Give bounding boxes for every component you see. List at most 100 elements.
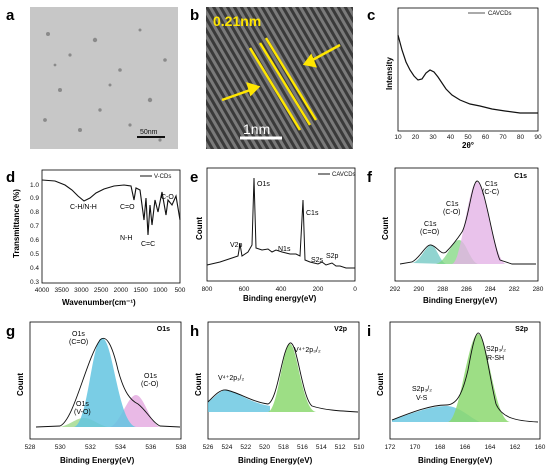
- o1s-fit-envelope: [35, 338, 181, 428]
- ftir-legend: V-CDs: [154, 174, 171, 180]
- c1s-peak-co-l1: C1s: [424, 221, 437, 228]
- survey-xlabel: Binding energy(eV): [243, 294, 317, 303]
- svg-text:0: 0: [353, 286, 357, 293]
- o1s-title: O1s: [157, 326, 170, 333]
- ftir-ann-cc: C=C: [141, 241, 155, 248]
- svg-text:510: 510: [354, 444, 365, 451]
- ftir-ann-co: C=O: [120, 204, 135, 211]
- svg-text:292: 292: [390, 286, 401, 293]
- s2p-ylabel: Count: [376, 373, 385, 396]
- o1s-ylabel: Count: [16, 373, 25, 396]
- survey-curve: [206, 177, 355, 269]
- c1s-title: C1s: [514, 173, 527, 180]
- xrd-xticks: 10 20 30 40 50 60 70 80 90: [394, 134, 542, 141]
- svg-text:516: 516: [297, 444, 308, 451]
- svg-text:0.4: 0.4: [30, 265, 39, 272]
- svg-text:172: 172: [385, 444, 396, 451]
- o1s-peak-co-l2: (C=O): [69, 339, 88, 346]
- survey-axes: [206, 167, 356, 282]
- svg-text:50: 50: [464, 134, 472, 141]
- tem-particles: [43, 28, 167, 142]
- svg-text:524: 524: [221, 444, 232, 451]
- svg-text:528: 528: [25, 444, 36, 451]
- svg-text:0.7: 0.7: [30, 223, 39, 230]
- s2p-xticks: 172 170 168 166 164 162 160: [385, 444, 546, 451]
- panel-c: c CAVCDs Intensity 2θ° 10 20 30 40 50 60…: [367, 7, 542, 150]
- svg-text:514: 514: [316, 444, 327, 451]
- panel-g: g O1s O1s (C=O) O1s (V-O) O1s (C-O) Coun…: [6, 321, 187, 465]
- panel-e: e CAVCDs O1s V2p N1s C1s S2s S2p Count B…: [190, 167, 358, 303]
- o1s-peak-c-o-l1: O1s: [144, 373, 157, 380]
- survey-ann-v2p: V2p: [230, 242, 243, 249]
- survey-ann-s2p: S2p: [326, 253, 339, 260]
- c1s-peak-co-l2: (C=O): [420, 229, 439, 236]
- ftir-axes: [41, 169, 181, 284]
- svg-text:0.6: 0.6: [30, 237, 39, 244]
- o1s-xlabel: Binding Energy(eV): [60, 456, 135, 465]
- c1s-ylabel: Count: [381, 217, 390, 240]
- panel-letter-d: d: [6, 169, 15, 186]
- svg-text:162: 162: [510, 444, 521, 451]
- svg-text:0.9: 0.9: [30, 195, 39, 202]
- survey-ylabel: Count: [195, 217, 204, 240]
- svg-text:0.5: 0.5: [30, 251, 39, 258]
- xrd-ylabel: Intensity: [385, 57, 394, 90]
- svg-text:0.3: 0.3: [30, 279, 39, 286]
- svg-text:40: 40: [447, 134, 455, 141]
- v2p-xticks: 526 524 522 520 518 516 514 512 510: [203, 444, 365, 451]
- scale-bar-a-label: 50nm: [140, 129, 158, 136]
- v2p-title: V2p: [334, 326, 347, 333]
- xrd-legend: CAVCDs: [488, 11, 512, 17]
- svg-text:1000: 1000: [153, 287, 168, 294]
- svg-text:170: 170: [410, 444, 421, 451]
- panel-letter-f: f: [367, 169, 373, 186]
- svg-text:3500: 3500: [54, 287, 69, 294]
- o1s-axes: [29, 321, 182, 440]
- svg-text:400: 400: [276, 286, 287, 293]
- v2p-axes: [207, 321, 360, 440]
- s2p-title: S2p: [515, 326, 528, 333]
- lattice-lines: [221, 37, 341, 131]
- ftir-curve: [41, 179, 181, 236]
- lattice-label: 0.21nm: [213, 13, 261, 29]
- svg-text:4000: 4000: [35, 287, 50, 294]
- c1s-xticks: 292 290 288 286 284 282 280: [390, 286, 544, 293]
- panel-letter-b: b: [190, 7, 199, 24]
- svg-text:522: 522: [240, 444, 251, 451]
- survey-ann-s2s: S2s: [311, 257, 324, 264]
- survey-xticks: 800 600 400 200 0: [202, 286, 358, 293]
- svg-text:512: 512: [335, 444, 346, 451]
- o1s-peak-vo-l2: (V-O): [74, 409, 91, 416]
- c1s-peak-c-o-l2: (C-O): [443, 209, 461, 216]
- xrd-curve: [397, 34, 538, 114]
- panel-letter-a: a: [6, 7, 15, 24]
- panel-d: d V-CDs C-H/N-H C=O N-H C=C C-O Transmit…: [6, 169, 186, 307]
- svg-text:2500: 2500: [94, 287, 109, 294]
- s2p-fit-envelope: [391, 332, 539, 423]
- c1s-axes: [394, 167, 539, 282]
- ftir-xticks: 4000 3500 3000 2500 2000 1500 1000 500: [35, 287, 186, 294]
- panel-letter-e: e: [190, 169, 198, 186]
- svg-text:10: 10: [394, 134, 402, 141]
- v2p-peak-12: V⁴⁺2p₁/₂: [218, 375, 244, 382]
- v2p-xlabel: Binding Energy(eV): [238, 456, 313, 465]
- svg-text:3000: 3000: [74, 287, 89, 294]
- ftir-ann-nh: N-H: [120, 235, 132, 242]
- svg-text:284: 284: [485, 286, 496, 293]
- o1s-peak-c-o-l2: (C-O): [141, 381, 159, 388]
- svg-text:526: 526: [203, 444, 214, 451]
- s2p-peak-vs-l2: V-S: [416, 395, 428, 402]
- svg-text:168: 168: [435, 444, 446, 451]
- svg-text:500: 500: [175, 287, 186, 294]
- xrd-axes: [397, 7, 539, 132]
- xrd-xlabel: 2θ°: [462, 141, 474, 150]
- s2p-peak-vs-l1: S2p₃/₂: [412, 386, 432, 393]
- svg-text:80: 80: [517, 134, 525, 141]
- v2p-ylabel: Count: [194, 373, 203, 396]
- c1s-fit-envelope: [399, 180, 536, 265]
- s2p-xlabel: Binding Energy(eV): [418, 456, 493, 465]
- panel-letter-g: g: [6, 323, 15, 340]
- ftir-xlabel: Wavenumber(cm⁻¹): [62, 298, 136, 307]
- panel-letter-h: h: [190, 323, 199, 340]
